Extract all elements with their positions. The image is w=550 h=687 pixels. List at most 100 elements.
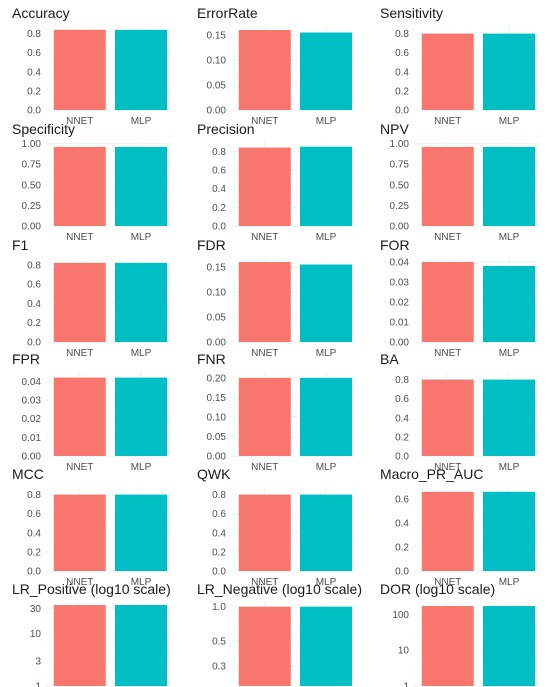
y-tick-label: 0.0 xyxy=(27,567,41,578)
y-tick-label: 0.15 xyxy=(207,31,227,42)
bar-nnet xyxy=(421,379,474,456)
y-tick-label: 1 xyxy=(403,682,409,687)
x-tick-label: MLP xyxy=(499,577,520,588)
bar-mlp xyxy=(115,29,167,110)
y-tick-label: 0.6 xyxy=(395,48,409,59)
panel-title: LR_Positive (log10 scale) xyxy=(12,581,171,597)
y-tick-label: 0.2 xyxy=(27,318,41,329)
bar-mlp xyxy=(483,33,535,110)
bar-nnet xyxy=(53,262,106,342)
y-tick-label: 1.0 xyxy=(212,602,226,613)
panel-npv: NPV 0.00 0.25 0.50 0.75 1.00 NNET MLP xyxy=(380,121,539,243)
y-tick-label: 0.50 xyxy=(22,180,42,191)
y-tick-label: 0.2 xyxy=(395,86,409,97)
y-tick-label: 0.0 xyxy=(395,452,409,463)
bar-mlp xyxy=(300,494,352,571)
y-tick-label: 0.2 xyxy=(27,547,41,558)
x-tick-label: NNET xyxy=(251,577,278,588)
x-tick-label: MLP xyxy=(316,577,337,588)
y-tick-label: 0.02 xyxy=(390,298,410,309)
x-tick-label: MLP xyxy=(131,232,152,243)
x-tick-label: NNET xyxy=(434,577,461,588)
y-tick-label: 0.01 xyxy=(390,318,410,329)
y-tick-label: 0.05 xyxy=(207,313,227,324)
x-tick-label: NNET xyxy=(434,348,461,359)
panel-specificity: Specificity 0.00 0.25 0.50 0.75 1.00 NNET MLP xyxy=(12,121,171,243)
x-tick-label: MLP xyxy=(499,348,520,359)
bar-nnet xyxy=(238,606,291,686)
panel-fnr: FNR 0.00 0.05 0.10 0.15 0.20 NNET MLP xyxy=(197,351,356,473)
y-tick-label: 10 xyxy=(30,629,42,640)
bar-mlp xyxy=(300,146,352,226)
bar-mlp xyxy=(115,494,167,571)
bar-nnet xyxy=(53,146,106,226)
bar-nnet xyxy=(421,146,474,226)
y-tick-label: 0.3 xyxy=(212,662,226,673)
y-tick-label: 0.10 xyxy=(207,56,227,67)
y-tick-label: 0.2 xyxy=(395,543,409,554)
y-tick-label: 0.8 xyxy=(212,147,226,158)
y-tick-label: 0.2 xyxy=(395,432,409,443)
y-tick-label: 0.10 xyxy=(207,288,227,299)
y-tick-label: 0.8 xyxy=(27,490,41,501)
panel-dor: DOR (log10 scale)110100NNETMLP xyxy=(380,581,539,687)
panel-title: Macro_PR_AUC xyxy=(380,466,483,482)
bar-nnet xyxy=(238,262,291,342)
y-tick-label: 1.00 xyxy=(22,139,42,150)
bar-nnet xyxy=(421,491,474,571)
y-tick-label: 0.75 xyxy=(390,160,410,171)
panel-title: Accuracy xyxy=(12,5,70,21)
panel-title: FPR xyxy=(12,351,40,367)
x-tick-label: MLP xyxy=(499,232,520,243)
bar-nnet xyxy=(238,377,291,456)
panel-title: LR_Negative (log10 scale) xyxy=(197,581,362,597)
y-tick-label: 0.6 xyxy=(27,48,41,59)
bar-mlp xyxy=(115,605,167,686)
y-tick-label: 0.00 xyxy=(207,106,227,117)
bar-mlp xyxy=(300,32,352,110)
panel-for: FOR 0.00 0.01 0.02 0.03 0.04 NNET MLP xyxy=(380,237,539,359)
y-tick-label: 0.4 xyxy=(27,67,41,78)
x-tick-label: MLP xyxy=(499,462,520,473)
y-tick-label: 0.15 xyxy=(207,263,227,274)
bar-nnet xyxy=(53,29,106,110)
panel-title: Specificity xyxy=(12,121,75,137)
bar-mlp xyxy=(300,606,352,686)
panel-title: QWK xyxy=(197,466,231,482)
y-tick-label: 0.00 xyxy=(207,338,227,349)
panel-title: ErrorRate xyxy=(197,5,258,21)
x-tick-label: MLP xyxy=(499,116,520,127)
y-tick-label: 0.0 xyxy=(212,567,226,578)
y-tick-label: 0.0 xyxy=(212,222,226,233)
y-tick-label: 0.8 xyxy=(212,490,226,501)
bar-mlp xyxy=(483,491,535,571)
y-tick-label: 0.25 xyxy=(390,201,410,212)
y-tick-label: 0.6 xyxy=(212,509,226,520)
panel-lr-positive: LR_Positive (log10 scale)131030NNETMLP xyxy=(12,581,171,687)
bar-mlp xyxy=(483,146,535,226)
x-tick-label: NNET xyxy=(251,116,278,127)
panel-title: FNR xyxy=(197,351,226,367)
y-tick-label: 0.25 xyxy=(22,201,42,212)
y-tick-label: 10 xyxy=(398,646,410,657)
x-tick-label: NNET xyxy=(434,116,461,127)
panel-precision: Precision 0.0 0.2 0.4 0.6 0.8 NNET MLP xyxy=(197,121,356,243)
y-tick-label: 0.05 xyxy=(207,432,227,443)
y-tick-label: 0.2 xyxy=(212,203,226,214)
bar-mlp xyxy=(300,377,352,456)
x-tick-label: NNET xyxy=(66,232,93,243)
x-tick-label: NNET xyxy=(66,462,93,473)
y-tick-label: 0.0 xyxy=(395,567,409,578)
x-tick-label: MLP xyxy=(131,577,152,588)
x-tick-label: NNET xyxy=(434,462,461,473)
panel-qwk: QWK 0.0 0.2 0.4 0.6 0.8 NNET MLP xyxy=(197,466,356,588)
y-tick-label: 100 xyxy=(392,610,409,621)
y-tick-label: 0.8 xyxy=(395,29,409,40)
panel-title: MCC xyxy=(12,466,44,482)
bar-nnet xyxy=(421,262,474,342)
y-tick-label: 1.00 xyxy=(390,139,410,150)
y-tick-label: 0.6 xyxy=(212,166,226,177)
y-tick-label: 0.4 xyxy=(212,528,226,539)
x-tick-label: NNET xyxy=(251,232,278,243)
